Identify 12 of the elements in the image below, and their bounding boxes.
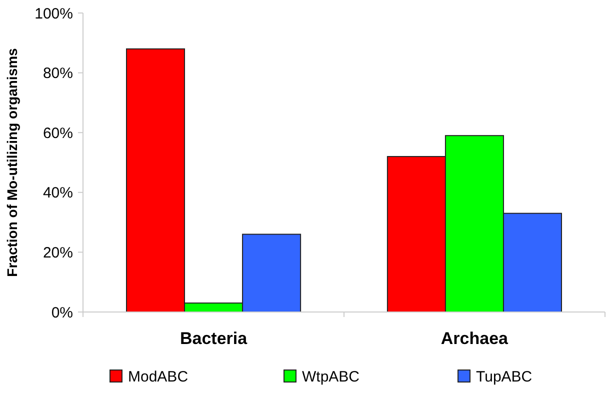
y-tick-label: 20% <box>42 244 73 262</box>
y-tick-label: 40% <box>42 184 73 202</box>
y-axis-title: Fraction of Mo-utilizing organisms <box>4 48 20 277</box>
x-tick-label: Archaea <box>440 329 509 348</box>
legend-label: ModABC <box>128 368 188 386</box>
y-tick-label: 0% <box>51 304 73 322</box>
y-tick-label: 100% <box>34 5 73 22</box>
legend-label: WtpABC <box>302 368 360 386</box>
y-tick-label: 60% <box>42 124 73 142</box>
y-tick-label: 80% <box>42 65 73 82</box>
legend-label: TupABC <box>476 368 532 386</box>
x-tick-label: Bacteria <box>180 329 248 348</box>
